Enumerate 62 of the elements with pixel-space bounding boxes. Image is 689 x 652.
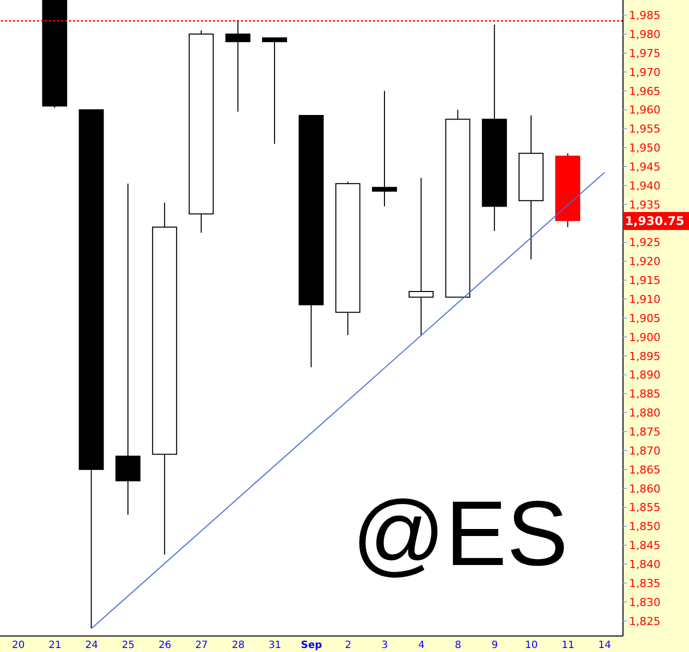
x-tick-label: 31 <box>268 640 282 651</box>
x-tick-label: 2 <box>344 640 352 651</box>
y-tick-label: 1,875 <box>629 425 660 438</box>
x-tick-label: 10 <box>525 640 538 651</box>
y-tick-label: 1,885 <box>629 388 660 401</box>
x-tick-label: 21 <box>48 640 62 651</box>
x-tick-label: 24 <box>85 640 98 651</box>
x-tick-label: 14 <box>598 640 612 651</box>
y-tick-label: 1,975 <box>629 46 660 60</box>
y-tick-label: 1,950 <box>629 142 660 155</box>
x-tick-label: 28 <box>232 640 245 651</box>
candlestick <box>408 177 434 336</box>
y-tick-label: 1,840 <box>629 558 660 571</box>
y-tick-label: 1,860 <box>629 482 660 496</box>
y-tick-label: 1,870 <box>629 444 660 458</box>
x-tick-label: Sep <box>300 640 322 651</box>
y-tick-label: 1,895 <box>629 350 660 363</box>
y-tick-label: 1,955 <box>629 122 660 136</box>
candlestick <box>445 109 470 298</box>
y-tick-label: 1,900 <box>629 330 660 344</box>
x-tick-label: 20 <box>12 640 25 651</box>
candlestick <box>78 109 104 629</box>
y-tick-label: 1,980 <box>629 28 660 41</box>
y-tick-label: 1,965 <box>629 84 660 98</box>
y-tick-label: 1,830 <box>629 596 660 609</box>
candlestick <box>152 202 178 556</box>
x-tick-label: 4 <box>418 640 425 651</box>
y-tick-label: 1,970 <box>629 66 660 79</box>
y-tick-label: 1,880 <box>629 406 660 420</box>
x-tick-label: 8 <box>454 640 462 651</box>
candlestick <box>372 90 397 207</box>
candlestick <box>262 37 288 144</box>
x-tick-label: 27 <box>195 640 208 651</box>
y-tick-label: 1,845 <box>629 539 660 552</box>
y-tick-label: 1,825 <box>629 614 660 628</box>
x-tick-label: 26 <box>158 640 172 651</box>
y-tick-label: 1,855 <box>629 501 660 514</box>
candlestick <box>482 24 507 232</box>
y-tick-label: 1,940 <box>629 179 660 192</box>
y-tick-label: 1,945 <box>629 160 660 174</box>
y-tick-label: 1,865 <box>629 463 660 476</box>
y-tick-label: 1,935 <box>629 198 660 212</box>
candlestick <box>298 114 324 368</box>
y-tick-label: 1,925 <box>629 236 660 250</box>
y-tick-label: 1,910 <box>629 292 660 306</box>
x-tick-label: 25 <box>122 640 135 651</box>
text: 1,930.75 <box>623 212 689 230</box>
candlestick <box>115 183 140 516</box>
x-tick-label: 3 <box>382 640 388 651</box>
y-tick-label: 1,960 <box>629 104 660 117</box>
x-tick-label: 11 <box>562 640 574 651</box>
y-tick-label: 1,835 <box>629 576 660 590</box>
candlestick <box>518 114 544 260</box>
y-tick-label: 1,915 <box>629 274 660 288</box>
annotation: @ES <box>352 483 568 585</box>
y-tick-label: 1,905 <box>629 312 660 325</box>
y-tick-label: 1,890 <box>629 368 660 382</box>
x-tick-label: 9 <box>492 640 498 651</box>
y-tick-label: 1,985 <box>629 9 660 22</box>
y-tick-label: 1,920 <box>629 255 660 268</box>
y-tick-label: 1,850 <box>629 520 660 534</box>
candlestick <box>225 20 250 112</box>
